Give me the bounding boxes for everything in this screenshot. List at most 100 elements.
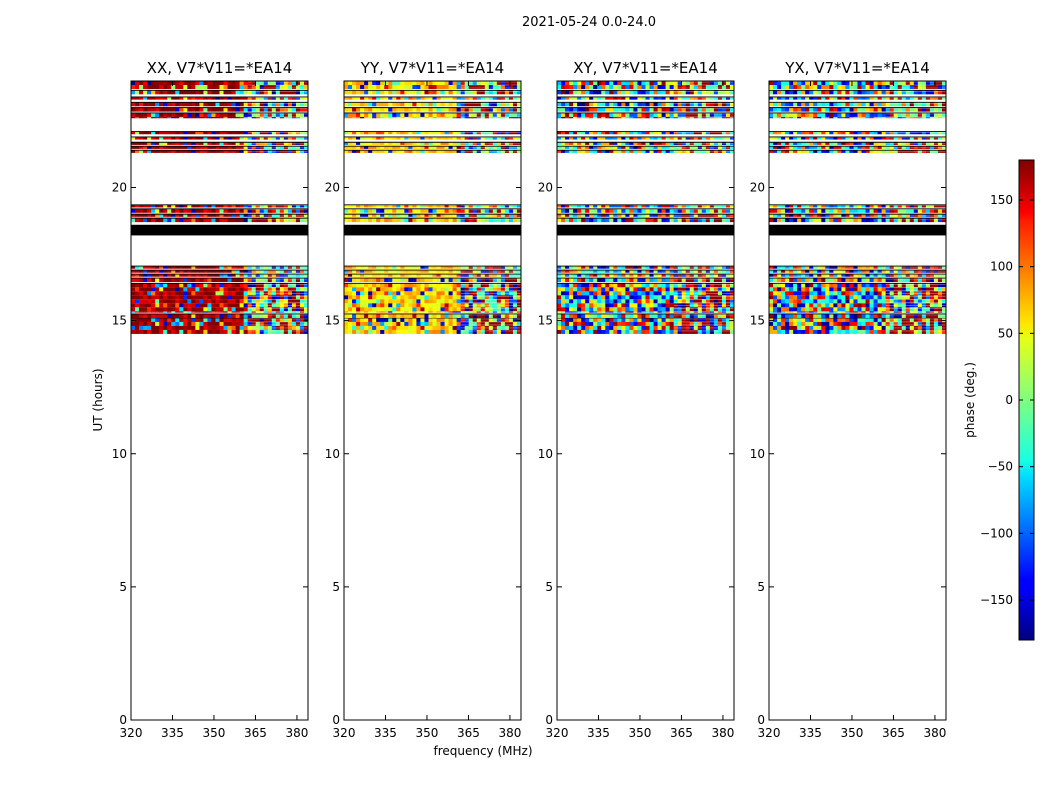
phase-cell: [155, 131, 160, 135]
phase-cell: [661, 283, 667, 288]
phase-cell: [364, 204, 369, 208]
phase-cell: [139, 295, 144, 300]
phase-cell: [404, 96, 409, 100]
phase-cell: [352, 307, 357, 312]
phase-cell: [408, 112, 413, 117]
phase-cell: [384, 150, 389, 153]
phase-cell: [657, 85, 662, 89]
phase-cell: [432, 131, 437, 135]
phase-cell: [689, 204, 695, 208]
phase-cell: [291, 142, 297, 145]
phase-cell: [468, 214, 474, 217]
phase-cell: [396, 96, 401, 100]
phase-cell: [597, 208, 602, 213]
phase-cell: [348, 107, 353, 112]
phase-cell: [717, 317, 723, 322]
phase-cell: [352, 303, 357, 308]
phase-cell: [348, 329, 353, 334]
phase-cell: [279, 96, 285, 100]
phase-cell: [484, 131, 490, 135]
phase-cell: [609, 150, 614, 153]
phase-cell: [705, 274, 711, 277]
phase-cell: [444, 116, 449, 119]
phase-cell: [897, 317, 903, 322]
phase-cell: [191, 287, 196, 292]
phase-cell: [641, 299, 646, 304]
phase-cell: [661, 146, 667, 149]
data-band: [131, 141, 309, 145]
phase-cell: [207, 112, 212, 117]
phase-cell: [147, 208, 152, 213]
phase-cell: [251, 278, 257, 283]
phase-cell: [384, 266, 389, 269]
phase-cell: [195, 142, 200, 145]
phase-cell: [456, 278, 462, 283]
phase-cell: [701, 283, 707, 288]
phase-cell: [251, 329, 257, 334]
phase-cell: [159, 291, 164, 296]
phase-cell: [187, 214, 192, 217]
phase-cell: [629, 142, 634, 145]
phase-cell: [512, 102, 518, 107]
phase-cell: [239, 278, 245, 283]
phase-cell: [360, 150, 365, 153]
phase-cell: [179, 131, 184, 135]
phase-cell: [565, 317, 570, 322]
phase-cell: [404, 218, 409, 223]
phase-cell: [637, 142, 642, 145]
phase-cell: [561, 283, 566, 288]
phase-cell: [693, 150, 699, 153]
phase-cell: [263, 102, 269, 107]
phase-cell: [243, 266, 249, 269]
phase-cell: [143, 291, 148, 296]
phase-cell: [356, 311, 361, 313]
phase-cell: [159, 214, 164, 217]
phase-cell: [681, 311, 687, 313]
phase-cell: [416, 131, 421, 135]
phase-cell: [299, 317, 305, 322]
phase-cell: [781, 329, 786, 334]
phase-cell: [412, 270, 417, 273]
phase-cell: [203, 325, 208, 330]
phase-cell: [837, 329, 842, 334]
phase-cell: [416, 278, 421, 283]
phase-cell: [211, 278, 216, 283]
phase-cell: [203, 266, 208, 269]
phase-cell: [211, 270, 216, 273]
phase-cell: [159, 270, 164, 273]
phase-cell: [271, 90, 277, 95]
phase-cell: [404, 299, 409, 304]
phase-cell: [155, 136, 160, 140]
phase-cell: [637, 325, 642, 330]
phase-cell: [657, 218, 662, 223]
phase-cell: [279, 81, 285, 85]
phase-cell: [605, 321, 610, 326]
phase-cell: [348, 96, 353, 100]
phase-cell: [372, 299, 377, 304]
phase-cell: [396, 131, 401, 135]
phase-cell: [801, 329, 806, 334]
phase-cell: [721, 90, 727, 95]
phase-cell: [512, 317, 518, 322]
phase-cell: [187, 283, 192, 288]
phase-cell: [561, 142, 566, 145]
phase-cell: [275, 102, 281, 107]
phase-cell: [909, 317, 915, 322]
phase-cell: [392, 208, 397, 213]
phase-cell: [701, 278, 707, 283]
phase-cell: [384, 307, 389, 312]
phase-cell: [131, 313, 136, 318]
phase-cell: [657, 274, 662, 277]
phase-cell: [488, 96, 494, 100]
phase-cell: [460, 329, 466, 334]
phase-cell: [404, 311, 409, 313]
phase-cell: [717, 274, 723, 277]
phase-cell: [368, 146, 373, 149]
phase-cell: [585, 146, 590, 149]
data-band: [557, 96, 735, 100]
phase-cell: [147, 311, 152, 313]
phase-cell: [617, 287, 622, 292]
phase-cell: [404, 81, 409, 85]
phase-cell: [219, 325, 224, 330]
phase-cell: [344, 295, 349, 300]
